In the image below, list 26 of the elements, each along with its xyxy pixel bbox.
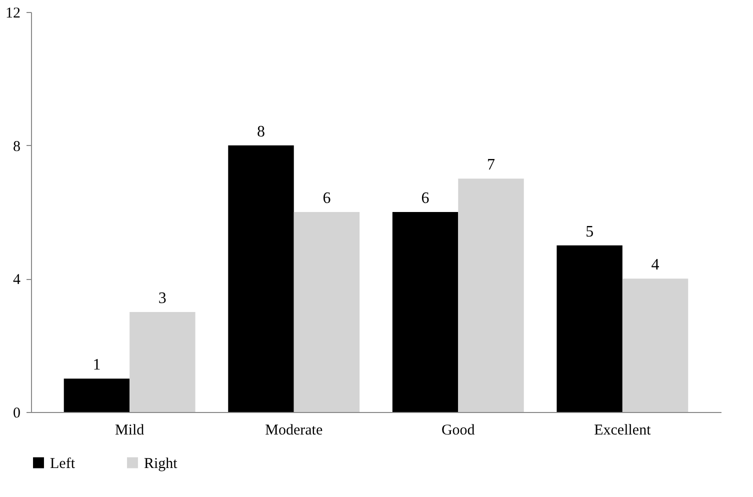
x-tick-label: Excellent bbox=[594, 422, 652, 438]
x-tick-label: Good bbox=[441, 422, 476, 438]
legend-label: Right bbox=[144, 456, 178, 472]
data-label: 6 bbox=[322, 190, 331, 207]
data-label: 8 bbox=[257, 123, 265, 140]
bar bbox=[556, 245, 622, 412]
data-label: 6 bbox=[421, 190, 430, 207]
legend-label: Left bbox=[50, 456, 76, 472]
data-label: 1 bbox=[92, 356, 101, 374]
data-label: 5 bbox=[586, 223, 594, 240]
y-tick-label: 8 bbox=[13, 138, 20, 155]
data-label: 3 bbox=[158, 290, 166, 307]
data-label: 7 bbox=[487, 156, 495, 174]
y-tick-label: 0 bbox=[13, 406, 20, 422]
y-tick-label: 12 bbox=[6, 6, 20, 22]
bar bbox=[64, 378, 130, 412]
bar bbox=[228, 145, 294, 412]
bar bbox=[392, 212, 458, 412]
y-tick-label: 4 bbox=[13, 272, 21, 288]
bar bbox=[294, 212, 360, 412]
bar bbox=[622, 278, 688, 412]
x-tick-label: Mild bbox=[114, 422, 145, 438]
bar bbox=[130, 312, 196, 412]
bar bbox=[458, 178, 524, 412]
data-label: 4 bbox=[651, 256, 660, 274]
x-tick-label: Moderate bbox=[265, 422, 323, 438]
